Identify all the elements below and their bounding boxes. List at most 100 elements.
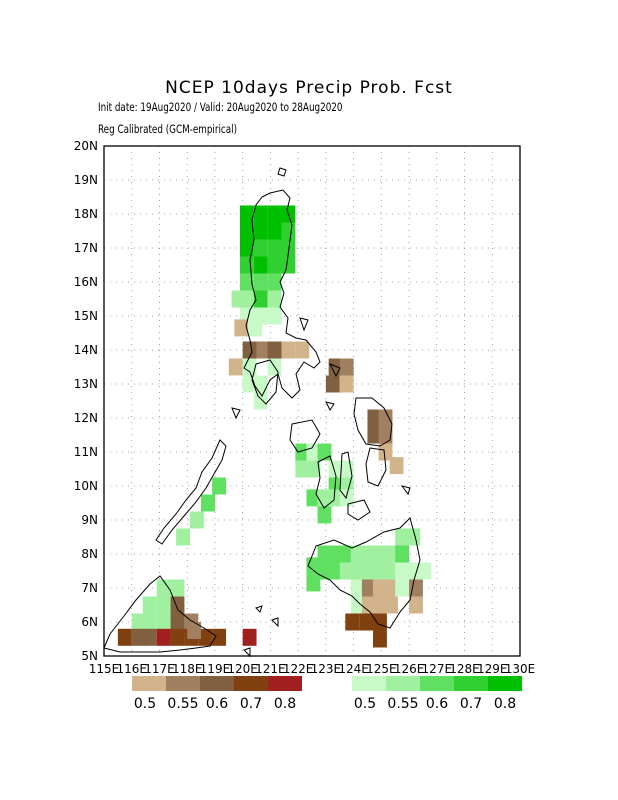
legend-wet-label: 0.5 [354,696,376,712]
probability-cell [142,628,157,646]
probability-cell [256,341,271,359]
legend-dry-label: 0.8 [274,696,296,712]
probability-cell [350,545,365,563]
legend-dry-swatch [200,676,234,691]
probability-cell [156,628,171,646]
probability-cell [373,545,387,563]
probability-cell [117,628,132,646]
legend-dry-swatch [268,676,302,691]
probability-cell [395,562,410,580]
probability-cell [131,628,146,646]
probability-cell [201,494,215,512]
legend-wet-swatch [488,676,522,691]
coastline-negros [315,455,337,509]
probability-cell [339,545,354,563]
probability-cell [339,562,354,580]
probability-cell [228,358,243,376]
lat-tick-label: 10N [74,479,98,493]
probability-cell [187,622,202,639]
lon-tick-label: 121E [255,662,286,676]
probability-cell [212,477,227,495]
probability-cells [117,205,432,648]
lat-tick-label: 20N [74,139,98,153]
probability-cell [350,579,365,597]
probability-cell [253,239,268,257]
legend-wet-swatch [420,676,454,691]
probability-cell [170,579,185,597]
coastline-luzon [243,189,321,399]
probability-cell [317,443,332,461]
legend-dry-label: 0.6 [206,696,228,712]
probability-cell [253,290,268,308]
probability-cell [242,341,257,359]
legend-dry-swatch [234,676,268,691]
coastline-small-islands [231,167,411,658]
probability-cell [409,579,423,597]
probability-cell [156,613,171,631]
subtitle-dates: Init date: 19Aug2020 / Valid: 20Aug2020 … [98,100,343,114]
probability-cell [267,290,282,308]
legend: 0.5 0.55 0.6 0.7 0.8 0.5 0.55 0.6 0.7 0.8 [132,676,522,712]
probability-cell [345,613,360,631]
probability-cell [267,256,282,274]
probability-cell [361,596,376,614]
probability-cell [212,628,227,646]
probability-cell [267,205,282,223]
axis-labels: 5N 6N 7N 8N 9N 10N 11N 12N 13N 14N 15N 16N 17N 18N 19N… [74,139,536,676]
legend-wet-swatch [454,676,488,691]
lon-tick-label: 129E [477,662,508,676]
lon-tick-label: 116E [116,662,147,676]
probability-cell [295,341,310,359]
probability-cell [295,460,310,478]
lat-tick-label: 15N [74,309,98,323]
probability-cell [373,562,387,580]
probability-cell [389,457,404,475]
lat-tick-label: 16N [74,275,98,289]
coastline-bohol [347,499,371,521]
probability-cell [373,613,387,631]
lat-tick-label: 11N [74,445,98,459]
probability-cell [142,596,157,614]
probability-cell [325,375,340,393]
lat-tick-label: 14N [74,343,98,357]
probability-cell [142,613,157,631]
lat-tick-label: 8N [81,547,98,561]
probability-cell [253,273,268,291]
probability-cell [373,630,387,648]
probability-cell [409,596,423,614]
lat-tick-label: 13N [74,377,98,391]
probability-cell [281,239,296,257]
lon-tick-label: 123E [311,662,342,676]
probability-cell [239,273,254,291]
lat-tick-label: 7N [81,581,98,595]
coastline-palawan [155,439,227,545]
probability-cell [328,562,343,580]
legend-dry-label: 0.55 [167,696,198,712]
probability-cell [395,545,410,563]
probability-cell [306,443,321,461]
legend-wet-label: 0.7 [460,696,482,712]
probability-cell [378,426,393,444]
lon-tick-label: 122E [283,662,314,676]
probability-cell [373,579,387,597]
probability-cell [317,506,332,524]
probability-cell [384,596,398,614]
probability-cell [378,443,393,461]
probability-cell [395,528,410,546]
probability-cell [359,613,374,631]
lon-tick-label: 127E [422,662,453,676]
probability-cell [317,545,332,563]
lat-tick-label: 19N [74,173,98,187]
lat-tick-label: 6N [81,615,98,629]
map-title: NCEP 10days Precip Prob. Fcst [165,78,453,98]
probability-cell [253,205,268,223]
probability-cell [361,579,376,597]
probability-cell [131,613,146,631]
probability-cell [170,613,185,631]
lon-tick-label: 130E [505,662,536,676]
legend-wet-swatch [386,676,420,691]
lat-tick-label: 5N [81,649,98,663]
probability-cell [234,319,249,337]
probability-cell [242,628,257,646]
